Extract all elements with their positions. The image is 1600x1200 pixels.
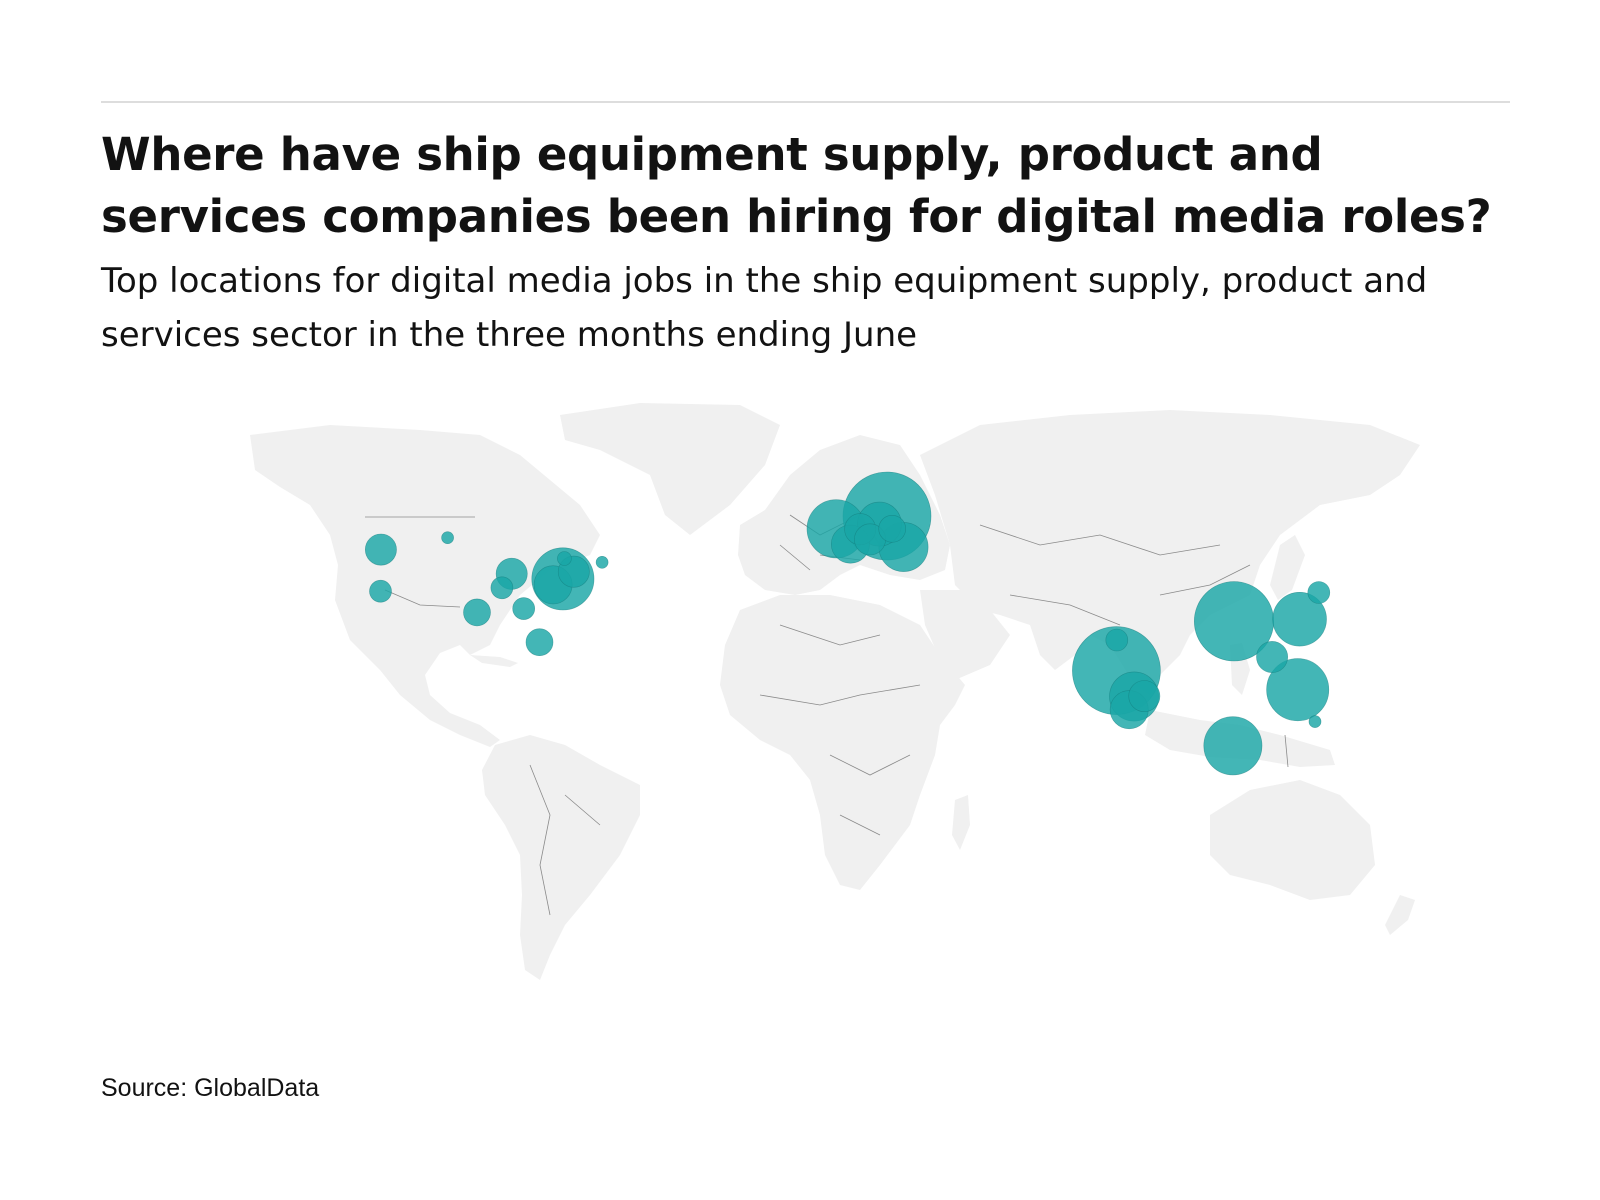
chart-subtitle: Top locations for digital media jobs in … xyxy=(101,261,1428,355)
location-bubble xyxy=(1272,592,1327,647)
location-bubble xyxy=(441,531,454,544)
land-japan xyxy=(1270,535,1305,600)
border-south-america xyxy=(529,764,601,916)
location-bubbles xyxy=(364,471,1331,776)
location-bubble xyxy=(490,576,514,600)
location-bubble xyxy=(512,597,536,620)
location-bubble xyxy=(1266,658,1330,722)
border-us-mexico xyxy=(384,589,461,608)
location-bubble xyxy=(1105,628,1129,652)
location-bubble xyxy=(1203,716,1263,776)
land-masses xyxy=(250,403,1420,980)
land-australia xyxy=(1210,780,1375,900)
world-map xyxy=(250,403,1420,980)
location-bubble xyxy=(525,628,554,656)
location-bubble xyxy=(364,533,397,566)
location-bubble xyxy=(1128,680,1161,713)
land-caribbean xyxy=(470,655,518,667)
source-note: Source: GlobalData xyxy=(101,1074,320,1102)
location-bubble xyxy=(1308,715,1322,728)
location-bubble xyxy=(595,556,609,569)
land-arabia xyxy=(920,590,1010,680)
land-asia xyxy=(920,410,1420,695)
land-greenland xyxy=(560,403,780,535)
land-new-zealand xyxy=(1385,895,1415,935)
location-bubble xyxy=(1307,581,1331,604)
border-asia xyxy=(979,524,1251,626)
location-bubble xyxy=(1256,641,1289,673)
land-madagascar xyxy=(952,795,970,850)
location-bubble xyxy=(557,551,572,566)
land-south-america xyxy=(482,735,640,980)
chart-title: Where have ship equipment supply, produc… xyxy=(101,128,1492,243)
border-africa xyxy=(759,624,921,836)
location-bubble xyxy=(878,515,907,543)
border-indonesia xyxy=(1284,734,1289,768)
top-rule xyxy=(101,101,1510,103)
land-africa xyxy=(720,595,965,890)
location-bubble xyxy=(369,579,392,603)
location-bubble xyxy=(463,598,491,627)
land-north-america xyxy=(250,425,600,747)
